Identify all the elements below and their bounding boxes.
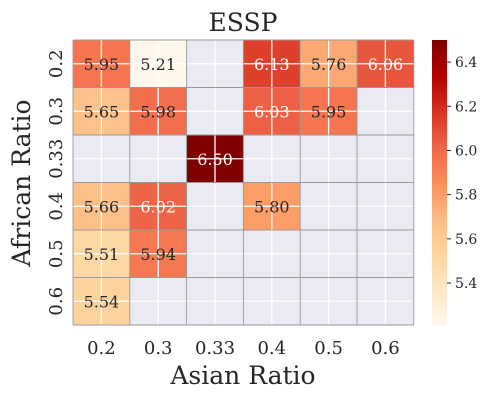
y-axis-label: African Ratio (7, 99, 36, 267)
x-tick-label: 0.33 (195, 338, 235, 359)
y-tick-label: 0.4 (46, 192, 67, 221)
colorbar-tick-label: 6.4 (455, 55, 477, 71)
cell-value-label: 5.54 (84, 292, 120, 311)
colorbar-tick-label: 5.6 (455, 232, 477, 248)
cell-value-label: 6.13 (254, 55, 290, 74)
cell-value-label: 5.80 (254, 197, 290, 216)
cell-value-label: 6.06 (368, 55, 404, 74)
heatmap-cells: 5.95 5.21 6.13 5.76 6.06 5.65 5.98 6.03 5.95 6.50… (72, 39, 415, 326)
colorbar-tick-label: 6.2 (455, 99, 477, 115)
cell-value-label: 5.51 (84, 245, 120, 264)
y-tick-labels: 0.2 0.3 0.33 0.4 0.5 0.6 (46, 49, 67, 315)
x-tick-label: 0.5 (314, 338, 343, 359)
colorbar-tick-label: 6.0 (455, 143, 477, 159)
cell-value-label: 5.21 (140, 55, 176, 74)
cell-value-label: 5.65 (84, 102, 120, 121)
colorbar-ticks: 5.4 5.6 5.8 6.0 6.2 6.4 (447, 55, 477, 292)
chart-title: ESSP (209, 8, 278, 37)
cell-value-label: 5.98 (140, 102, 176, 121)
x-tick-label: 0.3 (144, 338, 173, 359)
x-tick-label: 0.2 (87, 338, 116, 359)
y-tick-label: 0.3 (46, 97, 67, 126)
x-tick-labels: 0.2 0.3 0.33 0.4 0.5 0.6 (87, 338, 400, 359)
cell-value-label: 5.94 (140, 245, 176, 264)
y-tick-label: 0.5 (46, 239, 67, 268)
cell-value-label: 5.66 (84, 197, 120, 216)
y-tick-label: 0.6 (46, 287, 67, 316)
colorbar-tick-label: 5.4 (455, 276, 477, 292)
colorbar-tick-label: 5.8 (455, 188, 477, 204)
cell-value-label: 6.03 (254, 102, 290, 121)
cell-value-label: 5.95 (84, 55, 120, 74)
cell-value-label: 6.02 (140, 197, 176, 216)
y-tick-label: 0.2 (46, 49, 67, 78)
x-tick-label: 0.6 (371, 338, 400, 359)
x-tick-label: 0.4 (257, 338, 286, 359)
colorbar (432, 40, 447, 325)
cell-value-label: 5.76 (311, 55, 347, 74)
cell-value-label: 6.50 (197, 150, 233, 169)
x-axis-label: Asian Ratio (169, 361, 315, 390)
cell-value-label: 5.95 (311, 102, 347, 121)
y-tick-label: 0.33 (46, 139, 67, 179)
